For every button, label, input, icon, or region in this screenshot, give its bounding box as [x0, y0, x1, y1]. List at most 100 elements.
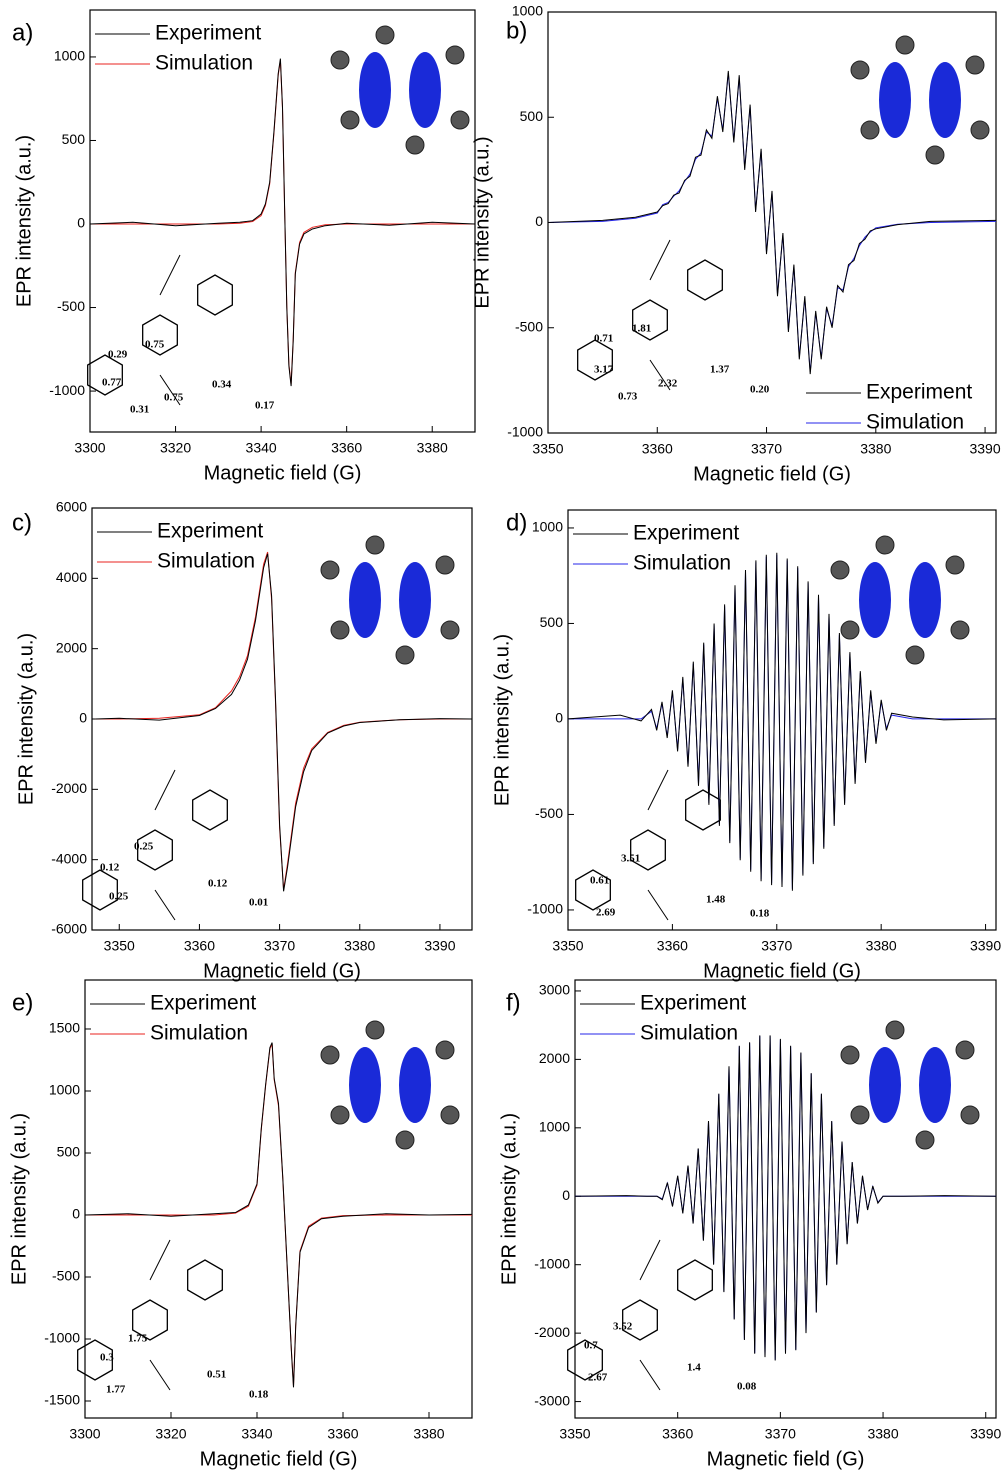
- atom: [905, 645, 925, 665]
- legend-label: Experiment: [155, 22, 261, 45]
- plot-frame: [567, 509, 997, 931]
- atom: [860, 120, 880, 140]
- y-tick-label: -500: [52, 1268, 80, 1284]
- atom: [885, 1020, 905, 1040]
- y-tick-label: -4000: [51, 850, 87, 866]
- x-tick-label: 3360: [662, 1426, 693, 1442]
- structure-bond: [649, 239, 671, 281]
- structure-bond: [149, 1239, 171, 1281]
- x-tick-label: 3360: [184, 938, 215, 954]
- structure-ring: [630, 829, 666, 871]
- atom: [375, 25, 395, 45]
- hyperfine-label: 3.17: [594, 364, 614, 376]
- orbital-lobe: [859, 562, 891, 638]
- y-tick-label: -1000: [44, 1330, 80, 1346]
- y-tick-label: -6000: [51, 921, 87, 937]
- atom: [950, 620, 970, 640]
- x-tick-label: 3370: [264, 938, 295, 954]
- x-tick-label: 3390: [969, 441, 1000, 457]
- y-tick-label: 0: [562, 1187, 570, 1203]
- x-tick-label: 3390: [970, 1426, 1001, 1442]
- structure-ring: [577, 339, 613, 381]
- hyperfine-label: 0.25: [134, 841, 154, 853]
- x-tick-label: 3380: [867, 1426, 898, 1442]
- hyperfine-label: 2.32: [658, 378, 678, 390]
- y-tick-label: 0: [72, 1206, 80, 1222]
- y-tick-label: -1000: [534, 1255, 570, 1271]
- orbital-lobe: [399, 1047, 431, 1123]
- x-axis-label: Magnetic field (G): [707, 1448, 865, 1470]
- structure-bond: [649, 359, 671, 391]
- legend-label: Experiment: [866, 381, 972, 404]
- x-axis-label: Magnetic field (G): [200, 1448, 358, 1470]
- legend-label: Simulation: [633, 552, 731, 575]
- legend-label: Simulation: [640, 1022, 738, 1045]
- y-tick-label: 6000: [56, 499, 87, 515]
- orbital-lobe: [349, 562, 381, 638]
- y-tick-label: 0: [555, 710, 563, 726]
- structure-bond: [149, 1359, 171, 1391]
- y-tick-label: 500: [57, 1144, 81, 1160]
- atom: [925, 145, 945, 165]
- x-tick-label: 3390: [970, 938, 1001, 954]
- atom: [330, 620, 350, 640]
- atom: [365, 1020, 385, 1040]
- y-tick-label: -500: [515, 318, 543, 334]
- orbital-lobe: [909, 562, 941, 638]
- hyperfine-label: 1.75: [128, 1333, 148, 1345]
- hyperfine-label: 0.12: [208, 878, 228, 890]
- data-line: [575, 1035, 996, 1361]
- y-axis-label: EPR intensity (a.u.): [498, 1113, 520, 1285]
- y-tick-label: 500: [62, 131, 86, 147]
- hyperfine-label: 0.3: [100, 1352, 114, 1364]
- atom: [435, 555, 455, 575]
- y-tick-label: -1000: [507, 424, 543, 440]
- orbital-lobe: [409, 52, 441, 128]
- hyperfine-label: 0.25: [109, 891, 129, 903]
- atom: [330, 1105, 350, 1125]
- x-axis-label: Magnetic field (G): [203, 960, 361, 982]
- y-tick-label: -1000: [527, 901, 563, 917]
- x-axis-label: Magnetic field (G): [703, 960, 861, 982]
- y-tick-label: 0: [535, 213, 543, 229]
- orbital-lobe: [929, 62, 961, 138]
- y-tick-label: 1000: [54, 48, 85, 64]
- atom: [960, 1105, 980, 1125]
- plot-frame: [574, 979, 997, 1419]
- structure-ring: [192, 789, 228, 831]
- x-axis-label: Magnetic field (G): [204, 462, 362, 484]
- structure-bond: [639, 1239, 661, 1281]
- y-tick-label: 3000: [539, 982, 570, 998]
- structure-ring: [187, 1259, 223, 1301]
- atom: [445, 45, 465, 65]
- hyperfine-label: 0.01: [249, 897, 268, 909]
- hyperfine-label: 0.29: [108, 349, 128, 361]
- x-axis-label: Magnetic field (G): [693, 463, 851, 485]
- data-line: [90, 58, 475, 387]
- hyperfine-label: 0.18: [750, 908, 770, 920]
- x-tick-label: 3320: [160, 440, 191, 456]
- atom: [395, 1130, 415, 1150]
- atom: [440, 620, 460, 640]
- panel-label: c): [12, 509, 32, 536]
- y-tick-label: 1000: [539, 1119, 570, 1135]
- orbital-lobe: [919, 1047, 951, 1123]
- hyperfine-label: 1.4: [687, 1362, 701, 1374]
- legend-label: Experiment: [633, 522, 739, 545]
- y-tick-label: 2000: [539, 1050, 570, 1066]
- plot-frame: [89, 9, 476, 433]
- atom: [965, 55, 985, 75]
- atom: [875, 535, 895, 555]
- structure-ring: [677, 1259, 713, 1301]
- y-tick-label: 1000: [532, 519, 563, 535]
- structure-bond: [159, 374, 181, 406]
- legend-label: Experiment: [640, 992, 746, 1015]
- x-tick-label: 3370: [761, 938, 792, 954]
- structure-bond: [154, 769, 176, 811]
- x-tick-label: 3380: [866, 938, 897, 954]
- atom: [435, 1040, 455, 1060]
- x-tick-label: 3350: [104, 938, 135, 954]
- y-tick-label: -3000: [534, 1392, 570, 1408]
- atom: [450, 110, 470, 130]
- atom: [895, 35, 915, 55]
